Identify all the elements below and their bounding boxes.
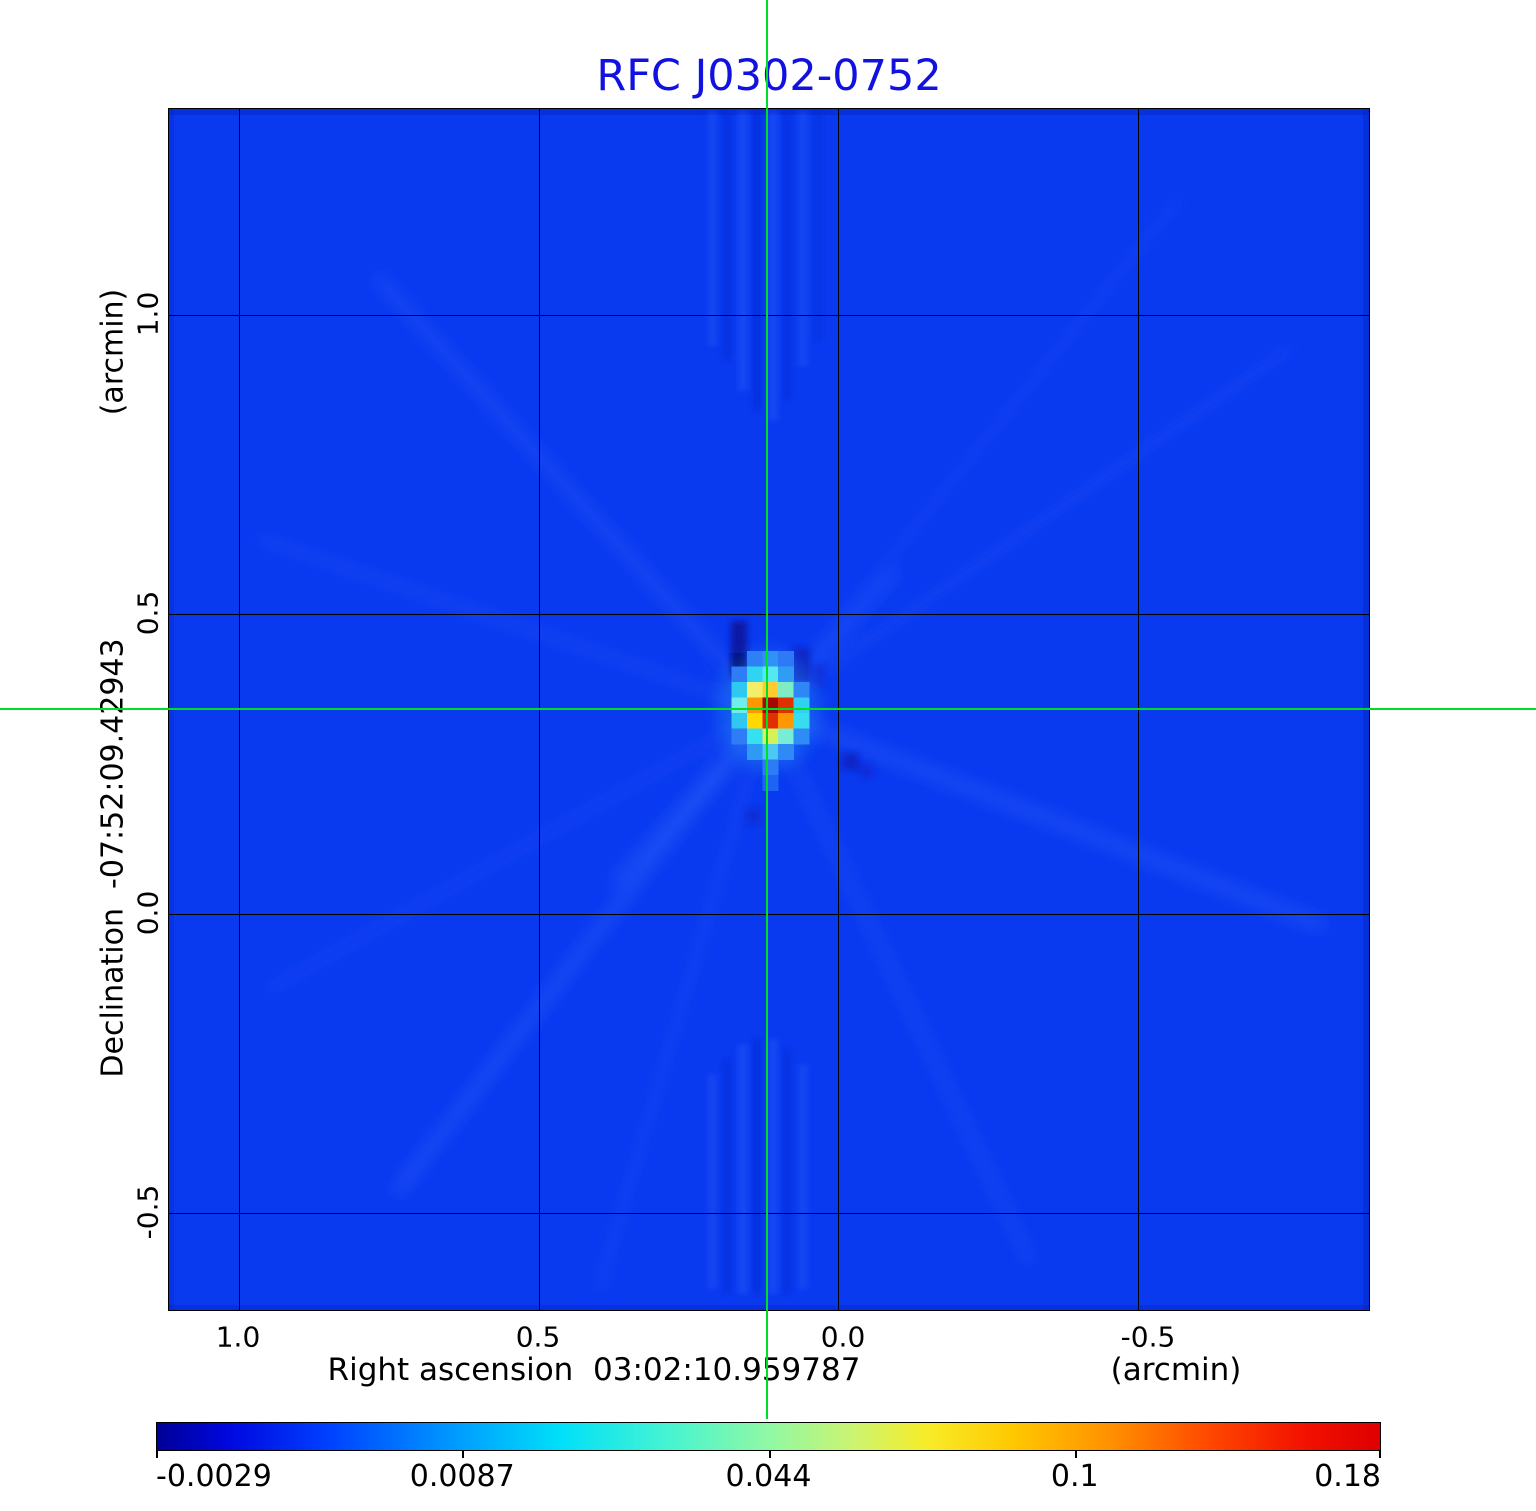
x-axis-label: Right ascension 03:02:10.959787 — [327, 1352, 861, 1388]
colorbar-ticks — [156, 1451, 1381, 1459]
y-tick--0.5: -0.5 — [131, 1184, 165, 1240]
x-tick-0.5: 0.5 — [515, 1320, 561, 1354]
sidelobe-streaks — [254, 195, 1326, 1293]
x-tick-1.0: 1.0 — [215, 1320, 261, 1354]
colorbar-label-1: 0.0087 — [409, 1459, 515, 1494]
colorbar-tick-2 — [768, 1451, 771, 1458]
y-axis-unit-label: (arcmin) — [95, 288, 131, 416]
colorbar-tick-3 — [1074, 1451, 1077, 1458]
plot-title: RFC J0302-0752 — [596, 51, 942, 101]
x-axis-unit-label: (arcmin) — [1110, 1352, 1242, 1388]
crosshair-horizontal-line — [0, 708, 1536, 710]
colorbar-label-max: 0.18 — [1314, 1459, 1381, 1494]
y-tick-0.0: 0.0 — [131, 890, 165, 936]
y-axis-label: Declination -07:52:09.42943 — [95, 638, 131, 1078]
colorbar-tick-1 — [462, 1451, 465, 1458]
x-tick-0.0: 0.0 — [820, 1320, 866, 1354]
grid-lines — [169, 109, 1369, 1310]
colorbar-tick-0 — [156, 1451, 158, 1458]
ripple-stripes-top — [708, 111, 822, 421]
colorbar-labels: -0.0029 0.0087 0.044 0.1 0.18 — [156, 1459, 1381, 1497]
colorbar-label-3: 0.1 — [1050, 1459, 1099, 1494]
ripple-stripes-bottom — [708, 1039, 808, 1294]
y-tick-1.0: 1.0 — [131, 291, 165, 337]
map-image — [169, 109, 1369, 1310]
colorbar-tick-4 — [1379, 1451, 1381, 1458]
x-tick--0.5: -0.5 — [1120, 1320, 1176, 1354]
colorbar-label-min: -0.0029 — [156, 1459, 272, 1494]
crosshair-vertical-line — [766, 0, 768, 1419]
colorbar-gradient — [156, 1422, 1381, 1451]
colorbar-label-2: 0.044 — [725, 1459, 812, 1494]
y-tick-0.5: 0.5 — [131, 590, 165, 636]
